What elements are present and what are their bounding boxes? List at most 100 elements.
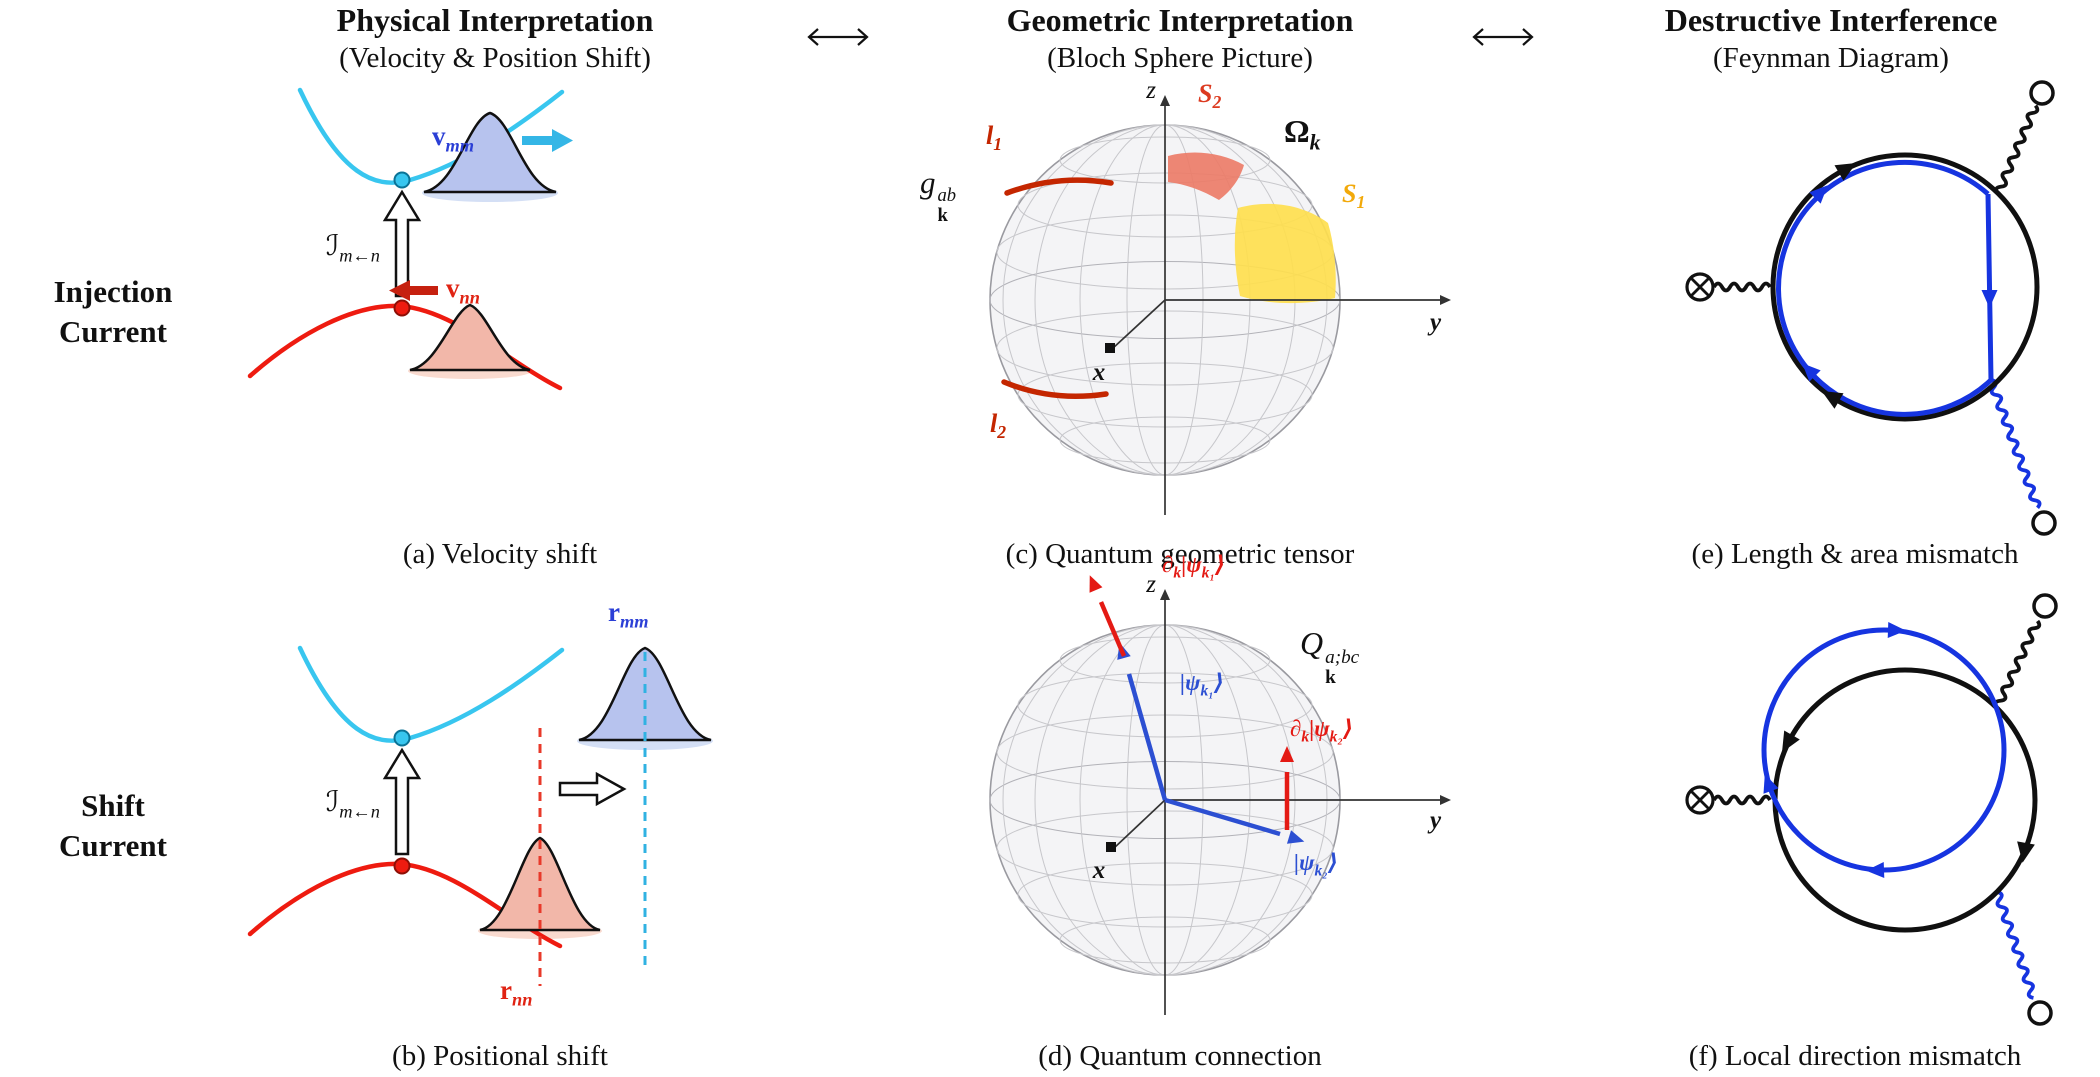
blue-loop-arrow [1763, 774, 1779, 794]
black-loop-arrow [1782, 730, 1800, 753]
lower-wave-packet [409, 303, 531, 372]
header-geometric: Geometric Interpretation (Bloch Sphere P… [905, 2, 1455, 75]
shift-arrow [558, 771, 627, 807]
upper-band-state-dot [393, 729, 411, 747]
row-label-line: Injection [53, 274, 173, 309]
header-destructive: Destructive Interference (Feynman Diagra… [1562, 2, 2100, 75]
terminal-circle-top [2029, 80, 2055, 106]
crossed-circle-vertex [1685, 272, 1715, 302]
positional-shift-graphic [247, 645, 713, 986]
z-axis-label: z [1145, 571, 1156, 598]
bloch-sphere-qgt-graphic: z y x [989, 77, 1451, 515]
metric-tensor-label: g ab k [920, 165, 957, 226]
black-loop-arrow [1821, 391, 1844, 409]
caption-f: (f) Local direction mismatch [1688, 1040, 2022, 1072]
transition-arrow [382, 189, 422, 298]
upper-velocity-label: vmm [432, 121, 475, 156]
panel-length-area-mismatch [1600, 72, 2100, 542]
transition-arrow [382, 747, 422, 856]
z-axis [1160, 589, 1170, 1015]
upper-velocity-arrow-icon [522, 129, 573, 152]
state-2-label: |ψk₂⟩ [1294, 850, 1339, 880]
caption-e: (e) Length & area mismatch [1691, 538, 2019, 570]
panel-positional-shift: ℐm←n rmm rnn [240, 588, 760, 1038]
upper-band-curve [297, 645, 565, 743]
state-vector-2 [1164, 797, 1305, 844]
header-geometric-subtitle: (Bloch Sphere Picture) [1047, 41, 1313, 74]
transition-base: ℐ [325, 229, 340, 262]
feynman-diagram-shift [1685, 593, 2058, 1026]
photon-line-left [1712, 281, 1772, 293]
arrow-head-right [857, 28, 869, 46]
terminal-circle-bottom [2031, 510, 2057, 536]
crossed-circle-vertex [1685, 785, 1715, 815]
black-loop-arrow [1834, 163, 1857, 181]
blue-loop-arrow [1981, 290, 1998, 308]
caption-d: (d) Quantum connection [1038, 1040, 1322, 1072]
photon-line-top-right [1994, 104, 2040, 196]
photon-line-left [1712, 794, 1772, 806]
arc-length-1-label: l1 [986, 121, 1003, 155]
z-axis-label: z [1145, 77, 1156, 104]
x-axis [1106, 799, 1166, 852]
fermion-loop-black [1770, 152, 2040, 422]
geodesic-arc-l1 [1004, 177, 1114, 196]
y-axis [1165, 795, 1451, 805]
derivative-state-2-label: ∂k|ψk₂⟩ [1290, 716, 1354, 746]
y-axis-label: y [1427, 807, 1442, 834]
state-1-label: |ψk₁⟩ [1180, 670, 1225, 700]
bloch-sphere-connection-graphic: z y x [989, 571, 1451, 1015]
arrow-head-right [1522, 28, 1534, 46]
fermion-loop-blue [1761, 627, 2007, 873]
header-geometric-title: Geometric Interpretation [1006, 2, 1354, 38]
geodesic-arc-l2 [1001, 379, 1109, 400]
blue-loop-arrow [1809, 185, 1828, 204]
derivative-vector-2 [1280, 746, 1294, 830]
x-axis [1105, 299, 1166, 353]
terminal-circle-top [2032, 593, 2058, 619]
panel-velocity-shift: ℐm←n vmm vnn [240, 80, 760, 532]
lower-wave-packet [479, 836, 601, 932]
row-label-line: Shift [81, 788, 145, 823]
y-axis-label: y [1427, 309, 1442, 336]
area-s2-label: S2 [1198, 79, 1222, 113]
blue-loop-arrow [1866, 862, 1885, 878]
header-destructive-title: Destructive Interference [1664, 2, 1998, 38]
surface-patch-s2 [1168, 152, 1244, 200]
transition-amplitude-label: ℐm←n [268, 229, 380, 265]
caption-b: (b) Positional shift [392, 1040, 608, 1072]
upper-band-state-dot [393, 171, 411, 189]
row-label-line: Current [59, 827, 167, 863]
caption-c: (c) Quantum geometric tensor [1005, 538, 1355, 570]
row-label-shift-current: Shift Current [8, 786, 218, 865]
photon-line-bottom-right [1989, 378, 2042, 510]
header-physical-subtitle: (Velocity & Position Shift) [339, 41, 651, 74]
feynman-diagram-injection [1685, 80, 2057, 536]
photon-line-bottom-right [1995, 890, 2035, 1000]
z-axis [1160, 95, 1170, 515]
arrow-head-left [1472, 28, 1484, 46]
left-right-arrow-icon [807, 28, 869, 46]
area-s1-label: S1 [1342, 179, 1366, 213]
derivative-state-1-label: ∂k|ψk₁⟩ [1162, 552, 1226, 582]
header-physical-title: Physical Interpretation [336, 2, 654, 38]
header-physical: Physical Interpretation (Velocity & Posi… [230, 2, 760, 75]
arrow-head-left [807, 28, 819, 46]
upper-wave-packet [578, 646, 712, 742]
lower-band-state-dot [393, 857, 411, 875]
x-axis-label: x [1092, 857, 1106, 884]
velocity-shift-graphic [247, 87, 573, 391]
lower-velocity-label: vnn [446, 273, 480, 308]
panel-local-direction-mismatch [1600, 560, 2100, 1038]
blue-loop-arrow [1887, 622, 1906, 638]
row-label-injection-current: Injection Current [8, 272, 218, 351]
fermion-loop-blue [1776, 159, 1994, 417]
caption-a: (a) Velocity shift [402, 538, 598, 570]
left-right-arrow-icon [1472, 28, 1534, 46]
header-destructive-subtitle: (Feynman Diagram) [1713, 41, 1949, 74]
arc-length-2-label: l2 [990, 409, 1007, 443]
row-label-line: Current [59, 313, 167, 349]
upper-wave-packet [423, 111, 557, 194]
